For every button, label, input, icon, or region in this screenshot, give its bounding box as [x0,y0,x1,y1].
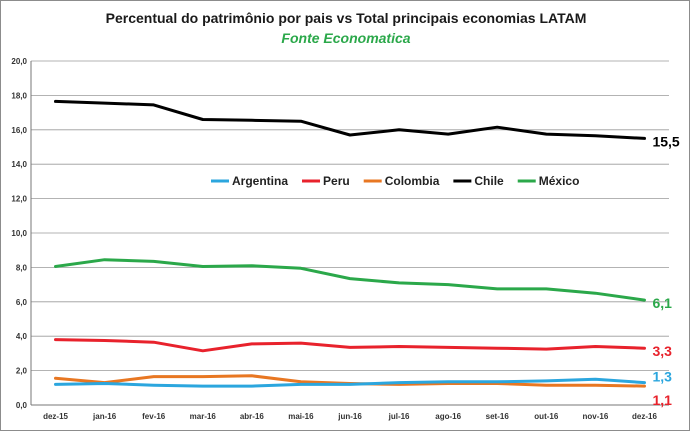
legend-label: Chile [474,174,504,188]
series-line-chile [54,99,646,140]
y-tick-label: 14,0 [11,160,27,169]
y-tick-label: 20,0 [11,57,27,66]
end-labels: 1,3 3,3 1,1 15,5 6,1 [652,133,679,408]
y-tick-label: 4,0 [16,332,28,341]
y-tick-label: 10,0 [11,229,27,238]
series-line-argentina [54,377,646,388]
y-tick-label: 2,0 [16,367,28,376]
end-value-label: 3,3 [652,343,672,359]
x-tick-label: set-16 [486,412,510,421]
x-tick-label: dez-15 [43,412,68,421]
end-value-label: 6,1 [652,295,672,311]
legend-label: Peru [323,174,350,188]
x-tick-label: abr-16 [240,412,265,421]
x-tick-label: ago-16 [435,412,461,421]
series-line-méxico [54,258,646,302]
axes: 0,0 2,0 4,0 6,0 8,0 10,0 12,0 14,0 16,0 18,0 20,0 d… [11,57,669,421]
chart-title: Percentual do patrimônio por pais vs Tot… [106,10,587,26]
y-tick-label: 12,0 [11,195,27,204]
legend-label: Colombia [385,174,440,188]
y-tick-label: 18,0 [11,91,27,100]
end-value-label: 1,3 [652,369,672,385]
x-tick-label: dez-16 [632,412,657,421]
y-tick-label: 16,0 [11,126,27,135]
series-lines [54,99,646,388]
x-tick-label: fev-16 [142,412,166,421]
y-tick-label: 0,0 [16,401,28,410]
legend-label: Argentina [232,174,288,188]
y-tick-label: 6,0 [16,298,28,307]
series-line-peru [54,338,646,353]
x-tick-label: jul-16 [388,412,410,421]
end-value-label: 1,1 [652,392,672,408]
x-tick-label: jun-16 [337,412,362,421]
legend: Argentina Peru Colombia Chile México [211,174,579,188]
x-tick-label: mai-16 [288,412,314,421]
x-tick-label: jan-16 [92,412,117,421]
x-tick-label: mar-16 [190,412,217,421]
x-tick-label: nov-16 [582,412,608,421]
legend-label: México [539,174,580,188]
x-tick-label: out-16 [534,412,559,421]
y-tick-label: 8,0 [16,263,28,272]
chart-subtitle: Fonte Economatica [281,30,410,46]
end-value-label: 15,5 [652,133,679,149]
gridlines [31,60,669,372]
